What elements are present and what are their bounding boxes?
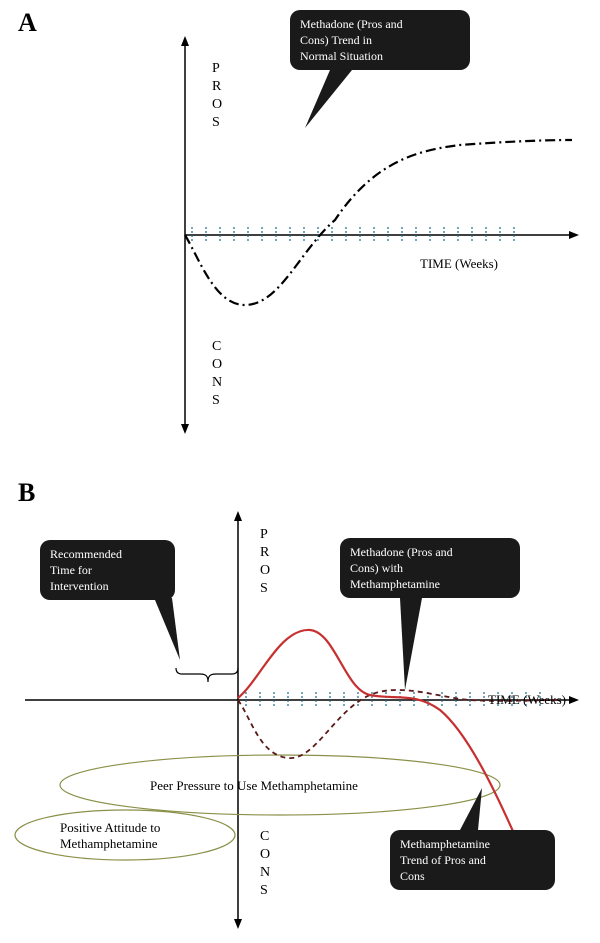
intervention-brace <box>176 668 238 682</box>
y-arrow-top-b <box>234 511 242 521</box>
svg-text:C: C <box>260 829 270 844</box>
callout-methadone-meth: Methadone (Pros and Cons) with Methamphe… <box>340 538 520 690</box>
y-label-pros-a: PROS <box>212 61 223 130</box>
x-axis-label-b: TIME (Weeks) <box>488 692 566 707</box>
callout-meth-trend: Methamphetamine Trend of Pros and Cons <box>390 788 555 890</box>
svg-text:R: R <box>260 545 270 560</box>
svg-text:Methamphetamine: Methamphetamine <box>400 837 490 851</box>
svg-text:O: O <box>260 563 271 578</box>
svg-text:S: S <box>260 581 269 596</box>
callout-intervention: Recommended Time for Intervention <box>40 540 180 660</box>
svg-text:Methadone (Pros and: Methadone (Pros and <box>300 17 403 31</box>
svg-text:Methamphetamine: Methamphetamine <box>350 577 440 591</box>
x-arrow-a <box>569 231 579 239</box>
svg-text:Cons: Cons <box>400 869 425 883</box>
panel-a: A PROS CONS TIME (Weeks) Methadone (Pros… <box>0 0 600 470</box>
svg-text:P: P <box>260 527 269 542</box>
methadone-curve-a <box>185 140 572 305</box>
svg-text:S: S <box>212 115 221 130</box>
y-arrow-bot-b <box>234 919 242 929</box>
svg-text:S: S <box>260 883 269 898</box>
y-label-cons-b: CONS <box>260 829 271 898</box>
svg-text:N: N <box>260 865 271 880</box>
svg-text:Methadone (Pros and: Methadone (Pros and <box>350 545 453 559</box>
x-axis-label-a: TIME (Weeks) <box>420 256 498 271</box>
svg-text:O: O <box>212 97 223 112</box>
y-label-cons-a: CONS <box>212 339 223 408</box>
y-arrow-bot-a <box>181 424 189 434</box>
panel-b: B Peer Pressure to Use Methamphetamine P… <box>0 470 600 943</box>
svg-text:R: R <box>212 79 222 94</box>
x-arrow-b <box>569 696 579 704</box>
svg-text:Cons) Trend in: Cons) Trend in <box>300 33 372 47</box>
svg-text:O: O <box>212 357 223 372</box>
svg-text:Cons) with: Cons) with <box>350 561 403 575</box>
svg-text:O: O <box>260 847 271 862</box>
panel-a-svg: PROS CONS TIME (Weeks) Methadone (Pros a… <box>0 0 600 470</box>
svg-text:Recommended: Recommended <box>50 547 122 561</box>
svg-text:P: P <box>212 61 221 76</box>
callout-methadone-normal: Methadone (Pros and Cons) Trend in Norma… <box>290 10 470 128</box>
svg-text:Intervention: Intervention <box>50 579 109 593</box>
ellipse-positive-attitude <box>15 810 235 860</box>
svg-text:C: C <box>212 339 222 354</box>
panel-b-svg: Peer Pressure to Use Methamphetamine Pos… <box>0 470 600 943</box>
ellipse-positive-attitude-text-2: Methamphetamine <box>60 836 158 851</box>
y-arrow-top-a <box>181 36 189 46</box>
svg-text:Time for: Time for <box>50 563 92 577</box>
y-label-pros-b: PROS <box>260 527 271 596</box>
ellipse-positive-attitude-text-1: Positive Attitude to <box>60 820 160 835</box>
ellipse-peer-pressure-text: Peer Pressure to Use Methamphetamine <box>150 778 358 793</box>
svg-text:Normal Situation: Normal Situation <box>300 49 383 63</box>
svg-text:S: S <box>212 393 221 408</box>
svg-text:N: N <box>212 375 223 390</box>
svg-text:Trend of Pros and: Trend of Pros and <box>400 853 486 867</box>
